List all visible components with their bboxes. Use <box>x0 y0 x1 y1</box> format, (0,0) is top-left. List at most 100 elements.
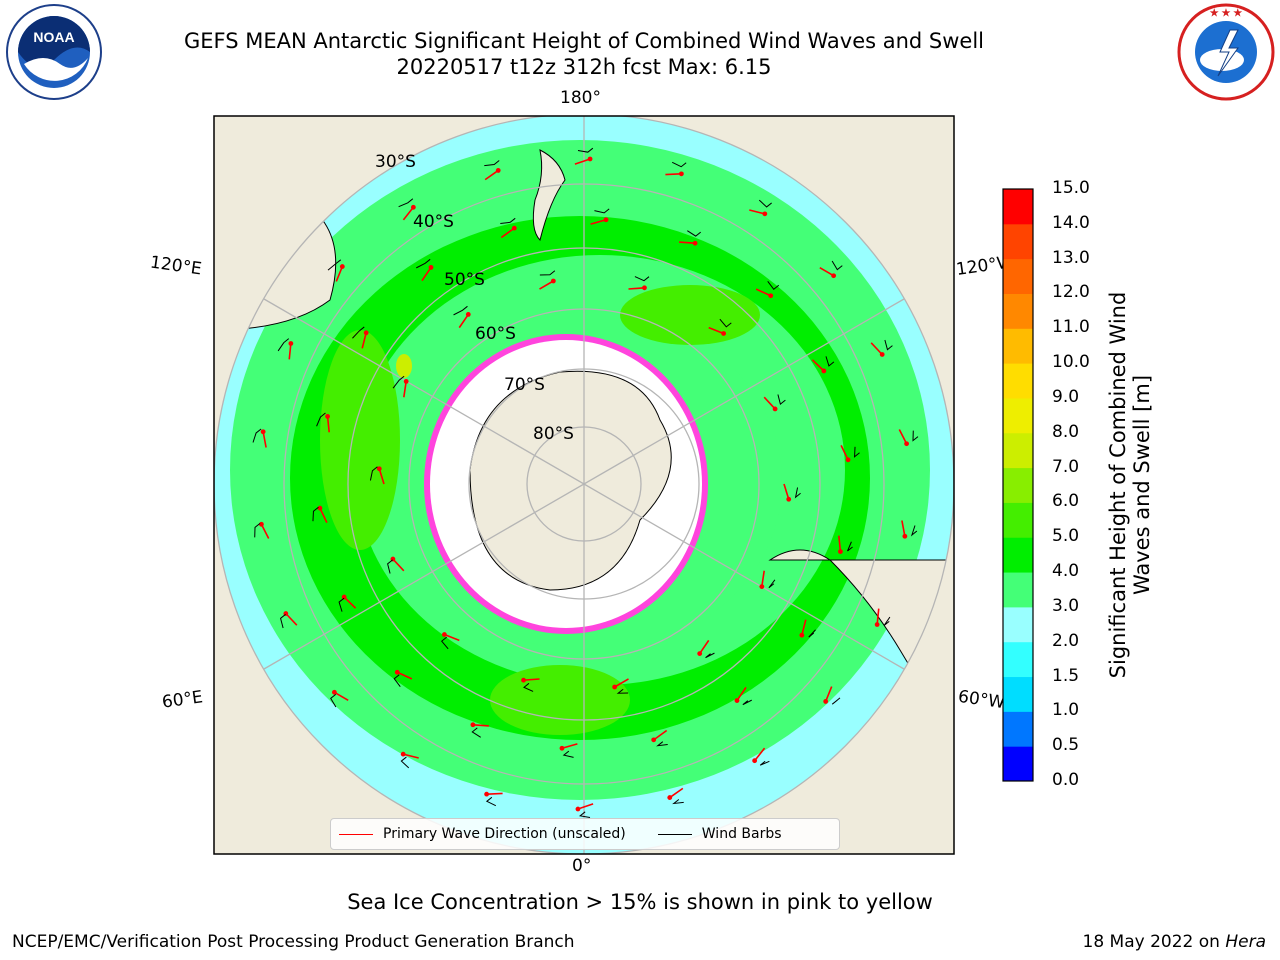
wave-direction-arrows <box>252 147 919 819</box>
wave-arrow-head <box>559 745 565 751</box>
wind-barb <box>847 541 853 552</box>
wind-barb <box>577 147 594 153</box>
wave-arrow <box>500 227 515 239</box>
wind-barb <box>316 412 326 427</box>
wave-arrow <box>326 416 330 433</box>
wave-arrow <box>577 803 594 810</box>
wave-arrow <box>824 686 833 702</box>
wave-arrow <box>811 359 825 372</box>
graticule <box>214 116 954 854</box>
wave-arrow <box>402 206 414 221</box>
lat-label-40s: 40°S <box>413 212 454 232</box>
wave-arrow-head <box>339 264 345 269</box>
wave-arrow-head <box>821 368 827 374</box>
colorbar-tick-label: 12.0 <box>1052 282 1090 303</box>
new-zealand <box>532 149 566 241</box>
wave-arrow-head <box>288 341 294 346</box>
wave-arrow <box>801 619 807 636</box>
colorbar-segment <box>1003 432 1033 469</box>
wave-arrow <box>761 570 765 587</box>
lon-label-180: 180° <box>560 88 601 108</box>
wave-arrow-head <box>759 584 765 589</box>
colorbar-segment <box>1003 397 1033 434</box>
wind-barb <box>277 338 290 352</box>
colorbar-tick-label: 5.0 <box>1052 526 1080 547</box>
wave-arrow-head <box>603 217 609 223</box>
wind-barb <box>539 270 556 276</box>
colorbar-tick-label: 7.0 <box>1052 456 1080 477</box>
wave-arrow <box>444 633 460 642</box>
wind-barb <box>280 613 286 629</box>
legend-barbs-swatch <box>657 833 692 835</box>
wave-arrow <box>319 507 328 523</box>
wave-arrow <box>749 209 766 215</box>
colorbar-segment <box>1003 293 1033 329</box>
wind-barb <box>616 688 629 694</box>
wave-arrow <box>561 743 578 750</box>
wind-barb <box>671 161 687 168</box>
wave-arrow <box>679 241 696 245</box>
wave-arrow-head <box>341 594 347 600</box>
wave-arrow <box>669 787 684 799</box>
colorbar-tick-label: 14.0 <box>1052 212 1090 233</box>
wave-arrow <box>343 596 357 609</box>
wind-barb <box>453 305 468 316</box>
footer-date: 18 May 2022 on <box>1082 932 1226 952</box>
wave-arrow-head <box>376 466 382 472</box>
chart-title: GEFS MEAN Antarctic Significant Height o… <box>183 29 985 53</box>
wave-arrow-head <box>768 293 774 299</box>
wave-arrow-head <box>786 496 792 502</box>
wind-barb <box>562 750 574 758</box>
colorbar-segment <box>1003 502 1033 538</box>
wind-barb <box>794 487 801 499</box>
colorbar-segment <box>1003 572 1033 608</box>
wave-arrow <box>288 343 292 360</box>
svg-text:★ ★ ★: ★ ★ ★ <box>1210 8 1242 19</box>
colorbar-tick-label: 0.5 <box>1052 735 1080 756</box>
wind-barb <box>759 760 770 766</box>
wave-arrow <box>285 612 298 626</box>
wave-arrow-head <box>692 240 698 246</box>
colorbar-segment <box>1003 258 1033 294</box>
wave-arrow-head <box>879 352 885 357</box>
wave-arrow <box>708 326 724 335</box>
wave-arrow <box>590 218 607 225</box>
wind-barb <box>578 811 591 819</box>
wind-barb <box>831 260 843 271</box>
wave-arrow <box>699 639 710 655</box>
chart-subtitle: 20220517 t12z 312h fcst Max: 6.15 <box>396 55 772 79</box>
wave-arrow <box>653 729 668 741</box>
wave-arrow-head <box>587 156 593 162</box>
wave-arrow-head <box>902 533 908 539</box>
wave-arrow <box>378 468 385 485</box>
wave-arrow <box>838 535 842 552</box>
wind-barb <box>398 198 414 208</box>
lat-label-30s: 30°S <box>375 152 416 172</box>
noaa-logo: NOAA <box>6 4 102 100</box>
colorbar-segment <box>1003 328 1033 364</box>
wind-barb <box>853 446 860 458</box>
wave-arrow <box>392 558 405 572</box>
wave-arrow-head <box>752 758 758 764</box>
colorbar-tick-label: 13.0 <box>1052 247 1090 268</box>
colorbar-segment <box>1003 223 1033 260</box>
colorbar <box>1002 188 1034 782</box>
wind-barb <box>327 259 342 271</box>
wave-arrow <box>335 266 344 282</box>
wave-arrow-head <box>511 225 517 231</box>
wave-arrow-head <box>363 330 369 336</box>
wave-arrow <box>628 287 645 290</box>
colorbar-label: Significant Height of Combined Wind Wave… <box>1106 291 1154 679</box>
wave-arrow <box>421 266 432 282</box>
wave-arrow-head <box>845 457 851 463</box>
wave-arrow <box>614 678 629 688</box>
wind-barb <box>252 428 262 443</box>
wave-arrow <box>898 429 908 445</box>
wave-band-5-6 <box>320 330 400 550</box>
footer-right: 18 May 2022 on Hera <box>1083 932 1267 952</box>
colorbar-tick-label: 0.0 <box>1052 770 1080 790</box>
wave-arrow <box>260 523 270 539</box>
wave-arrow-head <box>403 379 409 384</box>
sea-ice-note: Sea Ice Concentration > 15% is shown in … <box>347 890 933 914</box>
wave-arrow <box>840 445 849 461</box>
